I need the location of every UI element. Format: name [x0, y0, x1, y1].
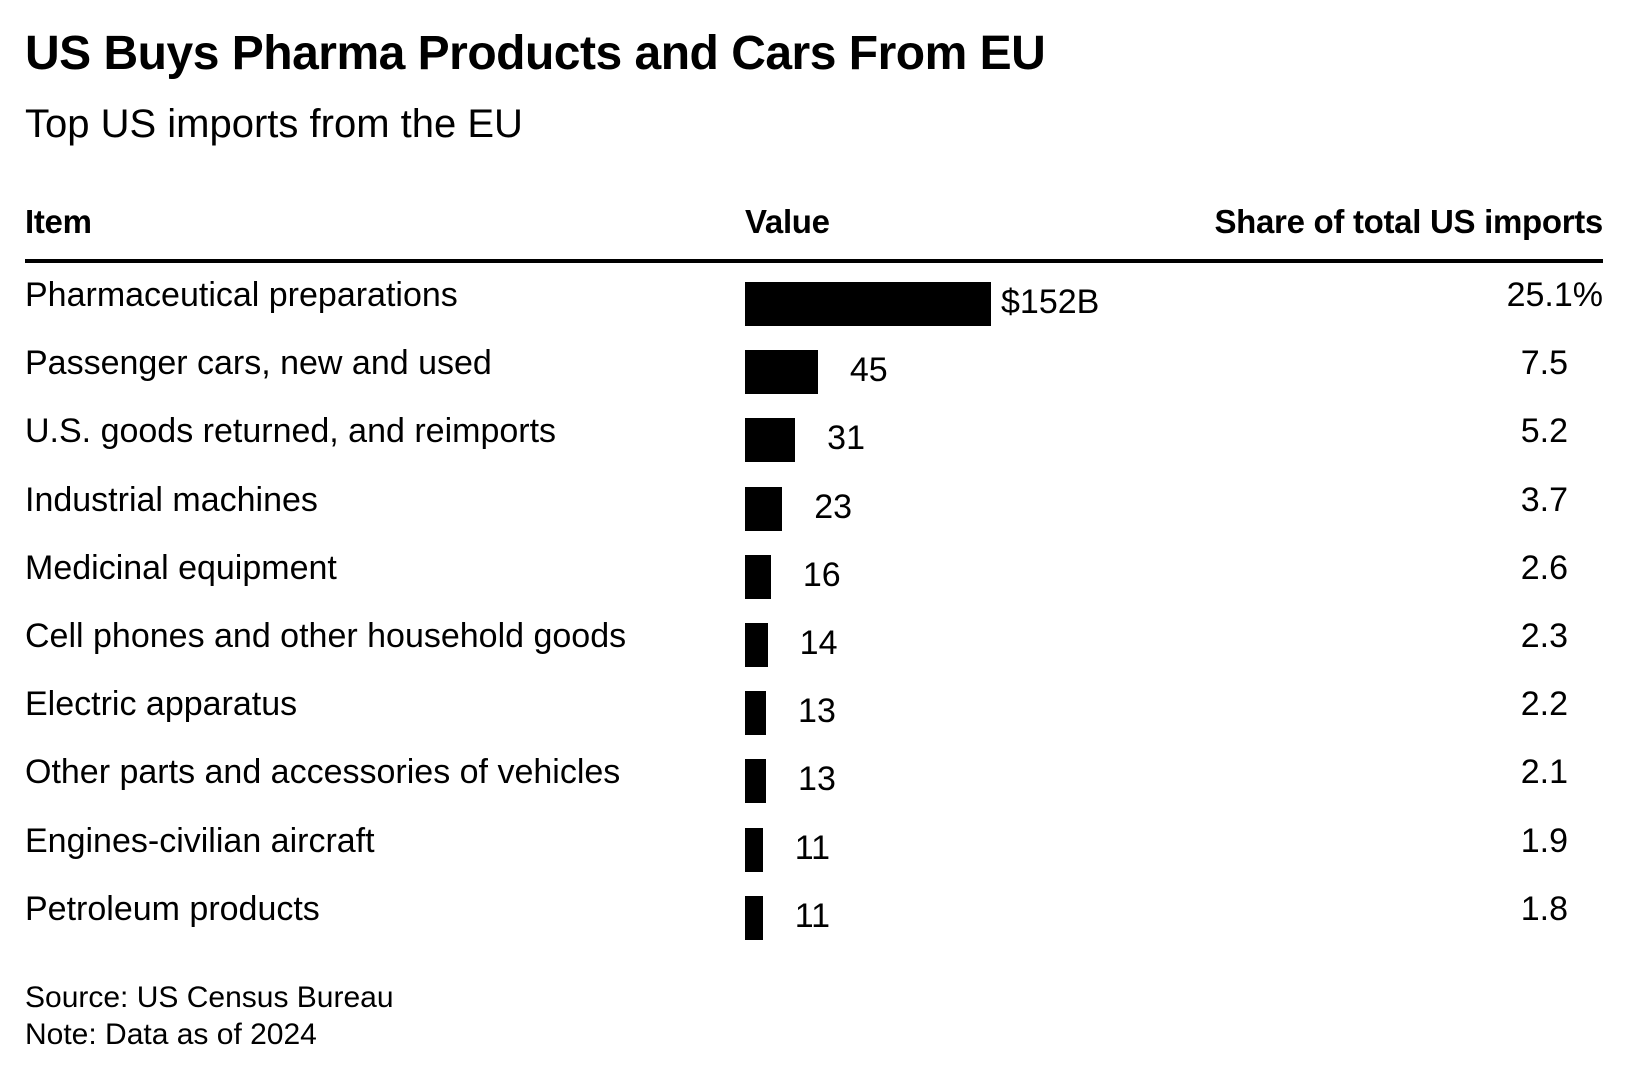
item-label: Electric apparatus [25, 685, 298, 724]
value-bar [745, 418, 796, 463]
value-label: 45 [849, 351, 888, 390]
column-header-item: Item [25, 203, 92, 240]
column-header-value: Value [745, 203, 830, 240]
table-row: Other parts and accessories of vehicles 1… [0, 743, 1639, 811]
share-label: 1.9 [1520, 821, 1568, 860]
share-label: 3.7 [1520, 480, 1568, 519]
chart-title: US Buys Pharma Products and Cars From EU [25, 27, 1046, 80]
share-label: 25.1% [1506, 276, 1603, 314]
value-bar [745, 486, 783, 531]
chart-subtitle: Top US imports from the EU [25, 102, 523, 146]
share-label: 7.5 [1520, 344, 1568, 383]
source-note: Source: US Census Bureau [25, 981, 394, 1014]
value-bar [745, 623, 768, 667]
value-label: 14 [799, 624, 838, 662]
share-label: 2.1 [1520, 753, 1568, 792]
value-bar [745, 350, 818, 395]
table-row: Passenger cars, new and used 45 7.5 [0, 334, 1639, 402]
share-label: 5.2 [1520, 412, 1568, 451]
value-label: 13 [798, 760, 836, 799]
share-label: 2.6 [1520, 548, 1568, 587]
value-label: 16 [802, 555, 841, 594]
item-label: U.S. goods returned, and reimports [25, 412, 557, 451]
value-bar [745, 282, 991, 326]
value-label: 11 [794, 896, 831, 935]
value-label: $152B [1001, 283, 1100, 321]
item-label: Other parts and accessories of vehicles [25, 753, 621, 792]
item-label: Passenger cars, new and used [25, 344, 492, 383]
item-label: Petroleum products [25, 889, 320, 928]
header-rule [25, 259, 1603, 263]
item-label: Pharmaceutical preparations [25, 276, 458, 314]
item-label: Industrial machines [25, 480, 318, 519]
value-bar [745, 691, 767, 736]
column-header-share: Share of total US imports [1214, 203, 1603, 240]
value-bar [745, 554, 771, 599]
value-bar [745, 759, 767, 804]
table-row: Cell phones and other household goods 14 2… [0, 607, 1639, 675]
table-row: Pharmaceutical preparations $152B 25.1% [0, 266, 1639, 334]
share-label: 1.8 [1520, 889, 1568, 928]
table-row: Electric apparatus 13 2.2 [0, 675, 1639, 743]
share-label: 2.3 [1520, 617, 1568, 655]
value-bar [745, 827, 763, 872]
value-label: 13 [798, 692, 836, 731]
value-label: 31 [827, 419, 865, 458]
value-label: 23 [814, 487, 853, 526]
share-label: 2.2 [1520, 685, 1568, 724]
table-row: Medicinal equipment 16 2.6 [0, 539, 1639, 607]
item-label: Cell phones and other household goods [25, 617, 627, 655]
value-label: 11 [794, 828, 831, 867]
table-row: Petroleum products 11 1.8 [0, 880, 1639, 948]
data-note: Note: Data as of 2024 [25, 1018, 317, 1051]
table-row: Industrial machines 23 3.7 [0, 471, 1639, 539]
value-bar [745, 895, 763, 940]
table-row: U.S. goods returned, and reimports 31 5.2 [0, 402, 1639, 470]
item-label: Medicinal equipment [25, 548, 337, 587]
item-label: Engines-civilian aircraft [25, 821, 375, 860]
table-row: Engines-civilian aircraft 11 1.9 [0, 812, 1639, 880]
